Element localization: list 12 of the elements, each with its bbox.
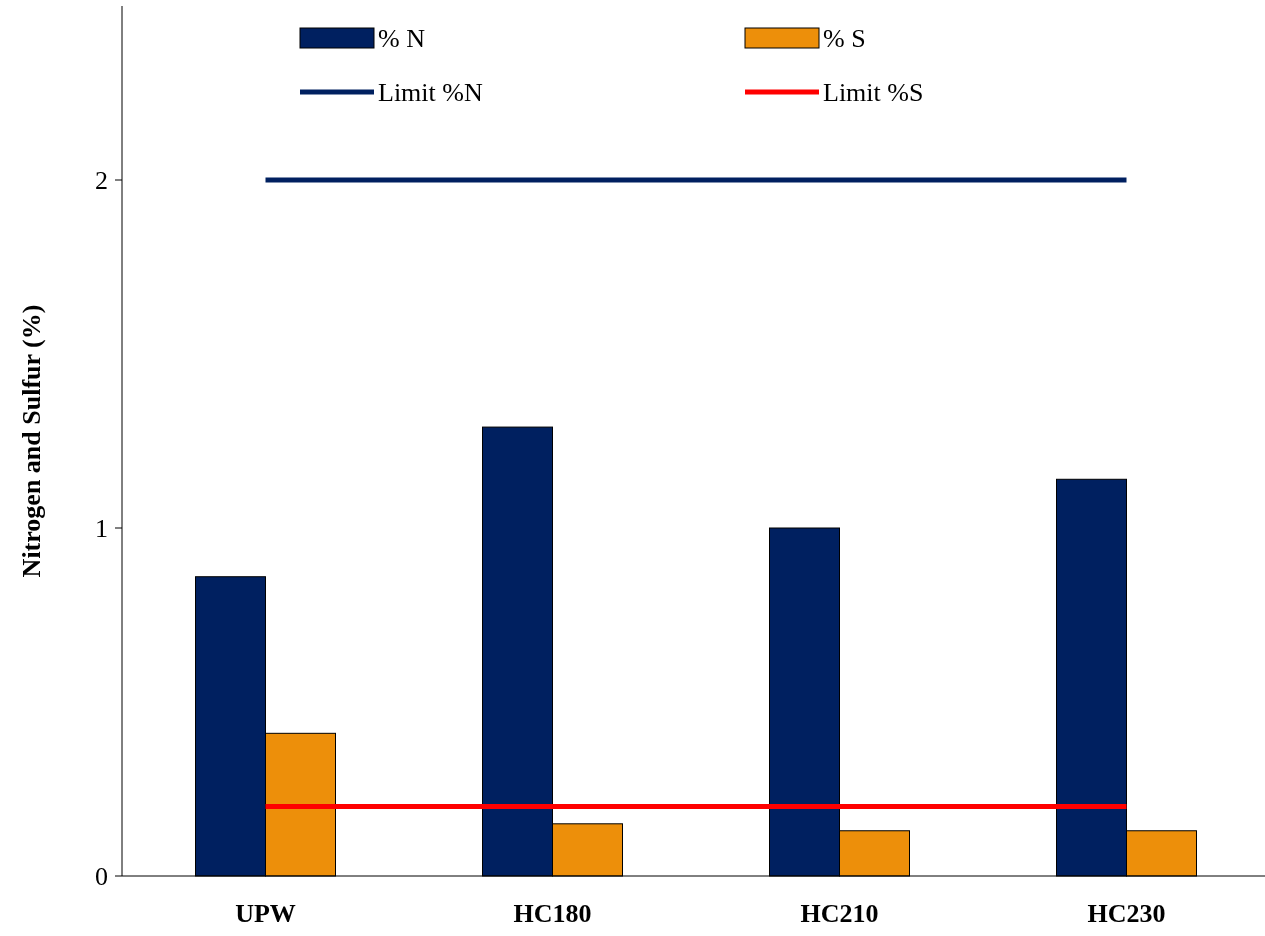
legend-label: Limit %N [378,78,483,108]
x-tick-label: HC180 [513,899,592,928]
legend-label: Limit %S [823,78,924,108]
y-axis-title: Nitrogen and Sulfur (%) [17,304,46,578]
legend-label: % N [378,24,426,54]
y-tick-label: 1 [95,514,108,544]
x-tick-label: UPW [235,899,296,928]
legend-label: % S [823,24,866,54]
y-tick-label: 0 [95,862,108,892]
x-tick-label: HC210 [800,899,879,928]
y-tick-label: 2 [95,166,108,196]
x-tick-label: HC230 [1087,899,1166,928]
